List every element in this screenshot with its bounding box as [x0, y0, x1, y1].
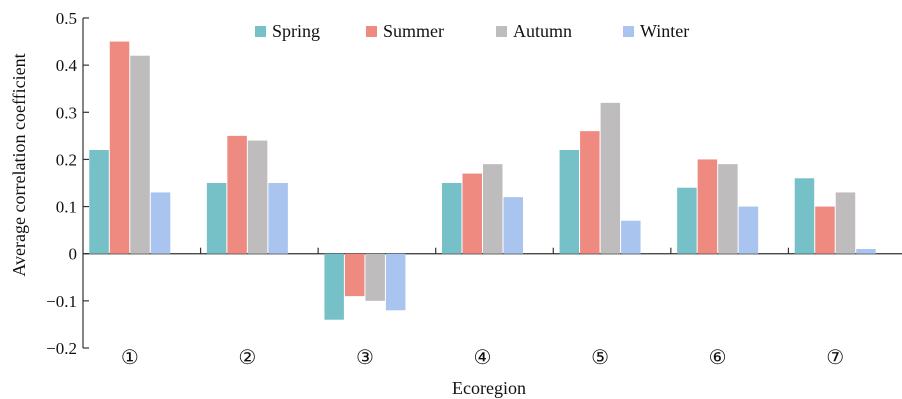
- x-tick-label: ⑥: [709, 345, 727, 369]
- bar-winter: [738, 206, 759, 254]
- bar-winter: [621, 220, 641, 254]
- bar-spring: [324, 253, 344, 320]
- bar-autumn: [718, 164, 738, 254]
- bar-spring: [442, 183, 462, 254]
- legend-swatch-autumn: [496, 26, 507, 37]
- bar-spring: [677, 187, 697, 254]
- x-tick-label: ③: [356, 345, 374, 369]
- x-tick-label: ②: [238, 345, 256, 369]
- legend-swatch-winter: [623, 26, 634, 37]
- legend-swatch-summer: [366, 26, 377, 37]
- bar-spring: [559, 150, 580, 254]
- x-axis-label: Ecoregion: [452, 378, 526, 398]
- legend-label-summer: Summer: [383, 21, 444, 41]
- bar-summer: [697, 159, 718, 254]
- bar-winter: [503, 197, 523, 254]
- y-tick-label: 0.1: [56, 198, 77, 217]
- x-tick-label: ①: [121, 345, 139, 369]
- bar-summer: [109, 41, 130, 254]
- y-tick-label: 0: [69, 245, 78, 264]
- bar-summer: [580, 131, 600, 254]
- y-tick-label: 0.5: [56, 9, 77, 28]
- bar-autumn: [835, 192, 856, 254]
- legend-label-autumn: Autumn: [513, 21, 572, 41]
- y-tick-label: 0.4: [56, 56, 78, 75]
- bar-summer: [344, 253, 365, 297]
- bar-winter: [150, 192, 171, 254]
- bar-summer: [462, 173, 482, 254]
- legend-swatch-spring: [255, 26, 266, 37]
- bar-spring: [89, 150, 109, 254]
- bars: [89, 41, 876, 320]
- x-tick-label: ⑤: [591, 345, 609, 369]
- bar-spring: [794, 178, 815, 254]
- legend-label-winter: Winter: [640, 21, 689, 41]
- legend: Spring Summer Autumn Winter: [255, 21, 689, 41]
- x-tick-label: ⑦: [826, 345, 844, 369]
- bar-spring: [206, 183, 227, 254]
- bar-winter: [268, 183, 288, 254]
- bar-summer: [227, 135, 247, 254]
- bar-summer: [815, 206, 835, 254]
- y-axis-label: Average correlation coefficient: [9, 53, 29, 276]
- bar-autumn: [483, 164, 503, 254]
- bar-autumn: [130, 55, 150, 254]
- bar-winter: [856, 249, 876, 254]
- x-tick-label: ④: [474, 345, 492, 369]
- y-tick-label: 0.2: [56, 150, 77, 169]
- bar-autumn: [365, 253, 385, 301]
- legend-label-spring: Spring: [272, 21, 320, 41]
- bar-winter: [385, 253, 406, 311]
- y-tick-label: −0.1: [46, 292, 77, 311]
- y-tick-label: −0.2: [46, 339, 77, 358]
- bar-autumn: [600, 102, 621, 254]
- bar-autumn: [247, 140, 268, 254]
- y-tick-label: 0.3: [56, 103, 77, 122]
